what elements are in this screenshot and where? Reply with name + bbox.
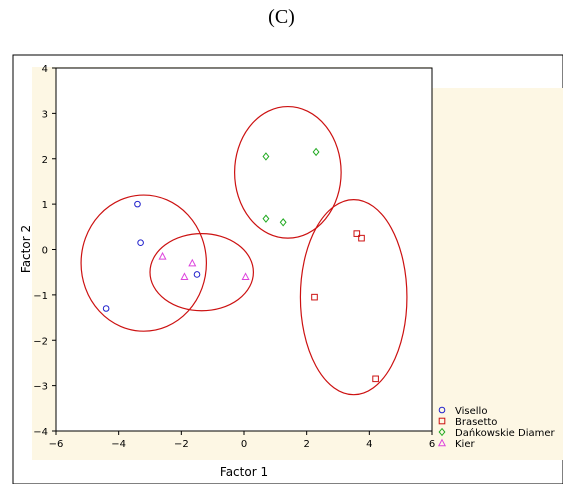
da-kowskie-diamer-point (262, 214, 270, 223)
ellipse-1 (80, 194, 208, 332)
legend-label: Kier (455, 439, 475, 450)
x-tick-label: 0 (241, 439, 247, 450)
kier-point (188, 258, 197, 267)
legend-marker (438, 417, 446, 425)
legend-label: Brasetto (455, 417, 497, 428)
x-tick-label: −6 (49, 439, 64, 450)
x-tick-label: 2 (303, 439, 309, 450)
y-axis-ticks: −4 −3 −2 −1 0 1 2 3 4 (33, 64, 56, 438)
ellipse-4 (299, 198, 408, 396)
data-points (102, 147, 379, 383)
y-tick-label: −4 (33, 427, 48, 438)
side-band (432, 88, 563, 460)
legend-marker (438, 427, 446, 437)
y-tick-label: −3 (33, 382, 48, 393)
ellipse-2 (149, 233, 255, 312)
brasetto-point (358, 234, 365, 242)
legend-label: Dańkowskie Diamer (455, 427, 556, 439)
y-tick-label: 3 (42, 109, 48, 120)
brasetto-point (372, 375, 379, 383)
legend-label: Visello (455, 406, 487, 417)
y-tick-label: 4 (42, 64, 48, 75)
visello-point (193, 271, 201, 278)
panel-label: (C) (268, 6, 295, 28)
x-tick-label: 6 (429, 439, 435, 450)
da-kowskie-diamer-point (279, 218, 287, 227)
da-kowskie-diamer-point (312, 147, 320, 157)
legend-marker (437, 438, 447, 447)
ellipse-3 (234, 105, 342, 239)
y-tick-label: −1 (33, 291, 48, 302)
x-axis-ticks: −6 −4 −2 0 2 4 6 (49, 431, 435, 450)
y-tick-label: 0 (42, 246, 48, 257)
visello-point (102, 305, 110, 312)
y-tick-label: −2 (33, 336, 48, 347)
x-tick-label: −4 (111, 439, 126, 450)
y-tick-label: 1 (42, 200, 48, 211)
kier-point (180, 272, 189, 281)
kier-point (158, 251, 167, 260)
brasetto-point (353, 230, 361, 237)
legend-marker (438, 406, 446, 414)
x-tick-label: −2 (174, 439, 189, 450)
y-tick-label: 2 (42, 155, 48, 166)
x-tick-label: 4 (366, 439, 372, 450)
brasetto-point (311, 293, 318, 301)
y-axis-title: Factor 2 (19, 225, 33, 273)
visello-point (137, 239, 144, 246)
visello-point (134, 200, 141, 208)
confidence-ellipses (80, 105, 408, 396)
kier-point (241, 272, 250, 281)
x-axis-title: Factor 1 (220, 465, 268, 479)
da-kowskie-diamer-point (262, 152, 270, 161)
